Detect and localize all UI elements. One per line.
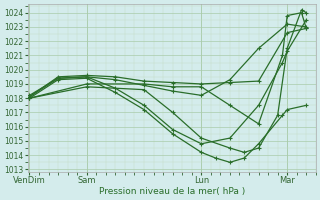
X-axis label: Pression niveau de la mer( hPa ): Pression niveau de la mer( hPa ): [99, 187, 245, 196]
